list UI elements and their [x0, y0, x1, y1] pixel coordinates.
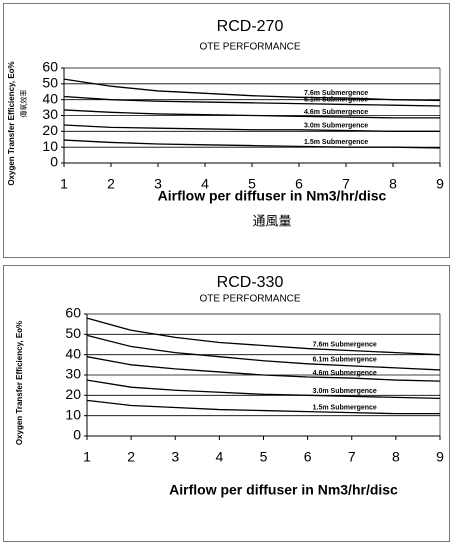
series-line: [86, 317, 441, 356]
x-tick-label: 1: [83, 449, 91, 465]
x-tick-label: 1: [60, 176, 68, 192]
series-label: 7.6m Submergence: [304, 90, 368, 97]
x-tick-label: 9: [436, 449, 444, 465]
y-tick-label: 0: [73, 427, 81, 443]
series-line: [63, 124, 440, 132]
y-tick-label: 50: [65, 325, 81, 341]
series-line: [86, 399, 440, 415]
series-line: [63, 109, 440, 119]
panel-frame: [3, 265, 450, 542]
y-tick-label: 50: [42, 75, 58, 91]
x-tick-label: 6: [295, 176, 303, 192]
y-axis-title: Oxygen Transfer Efficiency, Eo%: [15, 321, 24, 445]
series-label: 7.6m Submergence: [313, 341, 377, 348]
series-line: [86, 356, 441, 382]
chart-title: RCD-270: [217, 18, 284, 35]
series-line: [86, 379, 441, 400]
x-tick-label: 8: [392, 449, 400, 465]
x-tick-label: 8: [389, 176, 397, 192]
series-label: 3.0m Submergence: [304, 123, 368, 130]
y-tick-label: 0: [50, 154, 58, 170]
series-line: [63, 139, 441, 149]
x-tick-label: 2: [107, 176, 115, 192]
y-tick-label: 40: [42, 90, 58, 106]
chart-subtitle: OTE PERFORMANCE: [199, 42, 300, 53]
series-label: 1.5m Submergence: [313, 404, 377, 411]
series-label: 6.1m Submergence: [304, 96, 368, 103]
series-label: 6.1m Submergence: [313, 357, 377, 364]
y-tick-label: 30: [42, 106, 58, 122]
chart-title: RCD-330: [217, 274, 284, 291]
x-axis-title: Airflow per diffuser in Nm3/hr/disc: [158, 188, 387, 204]
y-tick-label: 40: [65, 345, 81, 361]
series-label: 3.0m Submergence: [313, 388, 377, 395]
series-label: 4.6m Submergence: [313, 370, 377, 377]
y-tick-label: 20: [65, 386, 81, 402]
x-tick-label: 5: [260, 449, 268, 465]
series-line: [63, 78, 441, 102]
x-tick-label: 7: [348, 449, 356, 465]
y-tick-label: 10: [65, 406, 81, 422]
panel-frame: [3, 3, 450, 258]
y-tick-label: 20: [42, 122, 58, 138]
x-axis-title-2: 通風量: [252, 213, 291, 228]
x-tick-label: 4: [201, 176, 209, 192]
series-label: 4.6m Submergence: [304, 109, 368, 116]
y-axis-title-2: 傳氧效率: [19, 90, 28, 118]
x-tick-label: 3: [154, 176, 162, 192]
y-tick-label: 60: [65, 305, 81, 321]
y-axis-title: Oxygen Transfer Efficiency, Eo%: [7, 61, 16, 185]
series-label: 1.5m Submergence: [304, 139, 368, 146]
x-tick-label: 3: [171, 449, 179, 465]
x-tick-label: 7: [342, 176, 350, 192]
x-axis-title: Airflow per diffuser in Nm3/hr/disc: [169, 482, 398, 498]
x-tick-label: 4: [215, 449, 223, 465]
series-line: [63, 95, 441, 107]
y-tick-label: 60: [42, 59, 58, 75]
x-tick-label: 9: [436, 176, 444, 192]
x-tick-label: 5: [248, 176, 256, 192]
chart-subtitle: OTE PERFORMANCE: [199, 294, 300, 305]
y-tick-label: 30: [65, 366, 81, 382]
series-line: [86, 334, 441, 371]
y-tick-label: 10: [42, 138, 58, 154]
x-tick-label: 2: [127, 449, 135, 465]
x-tick-label: 6: [304, 449, 312, 465]
